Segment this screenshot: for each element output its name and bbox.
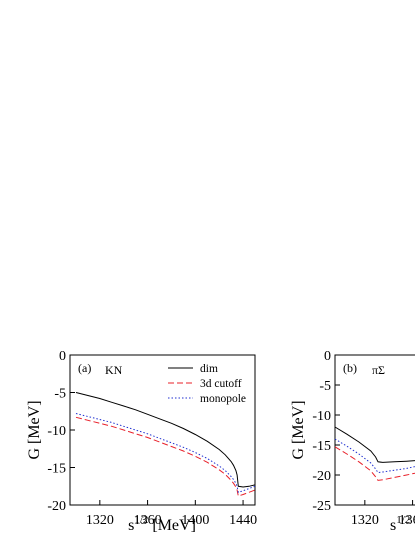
panel-a-xtick-label-2: 1400 [181, 513, 209, 528]
panel-a-channel: KN [105, 363, 123, 377]
panel-a-ticks: 0 -5 -10 -15 -20 1320 1360 1400 1440 [47, 349, 257, 528]
legend: dim 3d cutoff monopole [168, 363, 246, 405]
panel-a-ytick-label-3: -15 [47, 462, 66, 477]
panel-a: 0 -5 -10 -15 -20 1320 1360 1400 1440 (a) KN dim … [26, 349, 257, 534]
panel-b: 0 -5 -10 -15 -20 -25 1320 1360 (b) πΣ G [MeV] s… [290, 349, 415, 534]
panel-b-channel: πΣ [372, 363, 385, 377]
panel-b-label: (b) [343, 361, 357, 375]
panel-b-ytick-label-3: -15 [312, 439, 331, 454]
panel-b-ytick-label-1: -5 [319, 379, 331, 394]
panel-a-xtick-label-1: 1360 [134, 513, 162, 528]
panel-a-ytick-label-1: -5 [54, 387, 66, 402]
panel-a-ylabel: G [MeV] [26, 400, 43, 459]
panel-a-ytick-label-4: -20 [47, 499, 66, 514]
panel-b-ylabel: G [MeV] [290, 400, 307, 459]
panel-b-xtick-label-0: 1320 [351, 513, 379, 528]
panel-a-xlabel-unit: [MeV] [152, 517, 196, 534]
panel-b-xtick-label-1: 1360 [399, 513, 415, 528]
panel-a-ytick-label-2: -10 [47, 424, 66, 439]
panel-a-series-2 [75, 413, 256, 493]
panel-a-xtick-label-3: 1440 [229, 513, 257, 528]
legend-monopole-label: monopole [200, 393, 246, 405]
panel-b-ytick-label-4: -20 [312, 469, 331, 484]
panel-a-ytick-label-0: 0 [59, 349, 66, 364]
panel-a-series [75, 392, 256, 497]
panel-b-series [334, 426, 415, 481]
panel-b-series-2 [334, 438, 415, 474]
panel-b-xlabel: s1/2 [390, 514, 410, 534]
panel-b-xlabel-sup: 1/2 [396, 514, 410, 526]
panel-b-ytick-label-5: -25 [312, 499, 331, 514]
panel-a-xlabel: s1/2 [MeV] [128, 514, 196, 534]
legend-dim-label: dim [200, 363, 218, 375]
panel-a-xlabel-base: s [128, 517, 134, 534]
panel-b-ticks: 0 -5 -10 -15 -20 -25 1320 1360 [312, 349, 415, 528]
panel-a-xtick-label-0: 1320 [86, 513, 114, 528]
panel-a-xlabel-sup: 1/2 [134, 514, 148, 526]
panel-a-series-1 [75, 416, 256, 497]
panel-b-series-0 [334, 426, 415, 463]
panel-b-frame [334, 354, 415, 506]
legend-3d-cutoff-label: 3d cutoff [200, 378, 242, 390]
panel-b-ytick-label-2: -10 [312, 409, 331, 424]
panel-a-series-0 [75, 392, 256, 488]
panel-b-ytick-label-0: 0 [324, 349, 331, 364]
panel-a-label: (a) [78, 361, 91, 375]
panel-b-series-1 [334, 446, 415, 481]
panel-b-xlabel-base: s [390, 517, 396, 534]
